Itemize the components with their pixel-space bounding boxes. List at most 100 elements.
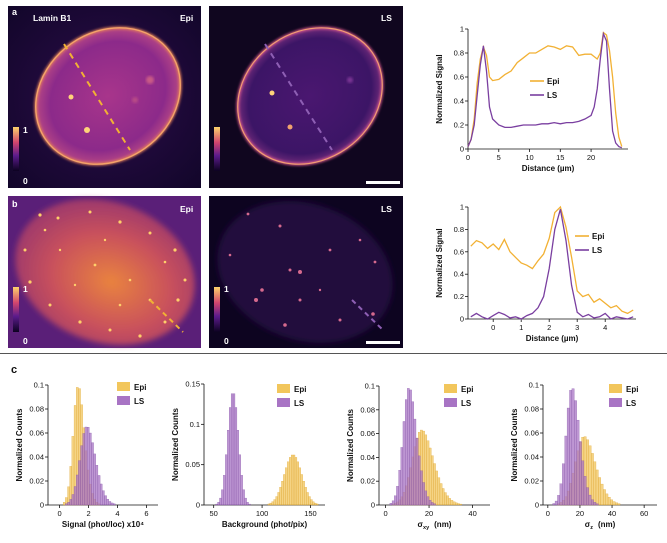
- panel-a-colorbar: [13, 127, 19, 171]
- histogram-bar-ls: [95, 465, 99, 506]
- histogram-bar-epi: [298, 467, 301, 506]
- histogram-bar-ls: [73, 486, 77, 506]
- histogram-bar-ls: [409, 389, 412, 506]
- x-tick-label: 4: [603, 323, 607, 332]
- panel-a-letter: a: [12, 7, 18, 17]
- x-axis-label-unit: (nm): [434, 520, 452, 529]
- histogram-bar-ls: [411, 401, 414, 506]
- panel-a-ls-colorbar: [214, 127, 220, 171]
- histogram-bar-ls: [424, 490, 428, 506]
- histogram-bar-epi: [612, 501, 616, 506]
- y-tick-label: 0.2: [454, 121, 464, 130]
- background-histogram-chart: 50 100 150 0 0.05 0.1 0.15 Background (phot/pix…: [171, 380, 325, 529]
- histogram-bar-ls: [93, 453, 96, 506]
- x-tick-label: 40: [468, 509, 476, 518]
- histogram-bar-ls: [559, 483, 563, 506]
- panel-b-epi-image: b Epi 1 0: [8, 196, 201, 348]
- panel-b-colorbar-min: 0: [23, 336, 28, 346]
- histogram-bar-epi: [600, 483, 604, 506]
- y-tick-label: 0.1: [190, 420, 200, 429]
- histogram-bar-epi: [431, 455, 434, 506]
- histogram-bar-ls: [576, 419, 580, 506]
- histogram-bar-epi: [314, 502, 317, 506]
- panel-b-colorbar-max: 1: [23, 284, 28, 294]
- histogram-bar-epi: [437, 477, 441, 506]
- histogram-bar-ls: [593, 502, 597, 506]
- y-tick-label: 0.02: [29, 477, 44, 486]
- y-tick-label: 0.02: [524, 477, 539, 486]
- histogram-bar-ls: [236, 430, 239, 506]
- histogram-bar-ls: [229, 407, 232, 506]
- histogram-bar-epi: [287, 461, 290, 506]
- histogram-bar-ls: [396, 486, 399, 506]
- histogram-bar-ls: [557, 495, 560, 506]
- histogram-bar-epi: [433, 463, 436, 506]
- x-tick-label: 5: [497, 153, 501, 162]
- histogram-bar-epi: [593, 461, 597, 506]
- legend-label-ls: LS: [547, 91, 558, 100]
- x-axis-label: Distance (µm): [522, 164, 575, 173]
- histogram-bar-ls: [586, 487, 589, 506]
- histogram-bar-ls: [78, 460, 81, 506]
- x-tick-label: 0: [546, 509, 550, 518]
- legend-label-ls: LS: [294, 399, 305, 408]
- histogram-bar-ls: [415, 437, 419, 506]
- histogram-bar-epi: [296, 461, 299, 506]
- histogram-bar-ls: [71, 494, 75, 506]
- panel-b-ls-image: LS 1 0: [209, 196, 403, 348]
- histogram-bar-epi: [598, 477, 601, 506]
- histogram-bar-epi: [63, 502, 66, 506]
- y-tick-label: 0.8: [454, 49, 464, 58]
- series-line-epi: [470, 205, 634, 315]
- y-tick-label: 0: [371, 501, 375, 510]
- panel-a-colorbar-min: 0: [23, 176, 28, 186]
- legend-label-epi: Epi: [592, 232, 604, 241]
- legend-swatch-ls: [117, 396, 130, 405]
- histogram-bar-ls: [84, 426, 88, 506]
- histogram-bar-ls: [571, 388, 575, 506]
- histogram-bar-epi: [455, 502, 458, 506]
- histogram-bar-epi: [267, 503, 270, 506]
- x-tick-label: 3: [575, 323, 579, 332]
- histogram-bar-epi: [279, 487, 282, 506]
- histogram-bar-ls: [566, 407, 570, 506]
- y-axis-label: Normalized Signal: [435, 54, 444, 123]
- panel-a-scale-bar: [366, 181, 400, 184]
- histogram-bar-epi: [308, 496, 311, 506]
- panel-divider: [0, 353, 667, 354]
- histogram-bar-epi: [316, 503, 319, 506]
- histogram-bar-ls: [238, 454, 241, 506]
- legend-label-ls: LS: [592, 246, 603, 255]
- x-tick-label: 50: [210, 509, 218, 518]
- histogram-bar-ls: [89, 432, 92, 506]
- histogram-bar-epi: [294, 457, 298, 506]
- histogram-bar-epi: [285, 467, 288, 506]
- histogram-bar-epi: [450, 500, 454, 506]
- histogram-bar-ls: [217, 502, 220, 506]
- y-tick-label: 0.2: [454, 292, 464, 301]
- y-tick-label: 0.06: [360, 429, 375, 438]
- y-tick-label: 0: [196, 501, 200, 510]
- histogram-bar-epi: [605, 493, 609, 506]
- histogram-bar-epi: [610, 499, 613, 506]
- y-tick-label: 0.06: [524, 429, 539, 438]
- histogram-bar-ls: [234, 407, 238, 506]
- histogram-bar-epi: [277, 492, 280, 506]
- signal-histogram-chart: 0 2 4 6 0 0.02 0.04 0.06 0.08 0.1 Signal (phot/loc…: [15, 381, 158, 529]
- panel-b-ls-spots: [228, 212, 377, 327]
- histogram-bar-epi: [271, 501, 274, 506]
- histogram-bar-ls: [86, 427, 90, 506]
- histogram-bar-ls: [581, 460, 585, 506]
- histogram-bar-epi: [446, 495, 449, 506]
- histogram-bar-epi: [283, 474, 286, 506]
- histogram-bar-ls: [404, 399, 408, 506]
- histogram-bar-epi: [310, 499, 313, 506]
- histogram-bar-epi: [607, 497, 611, 506]
- y-tick-label: 0.6: [454, 247, 464, 256]
- histogram-bar-epi: [306, 492, 309, 506]
- legend-swatch-epi: [117, 382, 130, 391]
